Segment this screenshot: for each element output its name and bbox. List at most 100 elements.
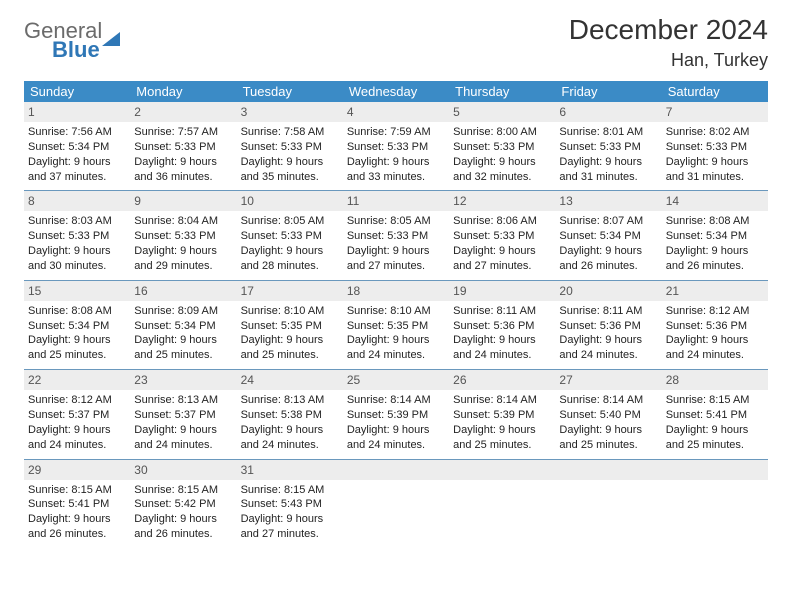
sunset-text: Sunset: 5:43 PM	[241, 497, 339, 512]
daylight-text: Daylight: 9 hours	[559, 333, 657, 348]
daylight-text: Daylight: 9 hours	[241, 244, 339, 259]
sunrise-text: Sunrise: 8:15 AM	[28, 483, 126, 498]
sunset-text: Sunset: 5:33 PM	[453, 229, 551, 244]
day-number: 31	[237, 460, 343, 480]
day-number: 5	[449, 102, 555, 122]
sunset-text: Sunset: 5:39 PM	[453, 408, 551, 423]
dow-monday: Monday	[130, 81, 236, 102]
daylight-text: and 24 minutes.	[28, 438, 126, 453]
day-cell	[662, 460, 768, 548]
day-cell: 11Sunrise: 8:05 AMSunset: 5:33 PMDayligh…	[343, 191, 449, 279]
sunset-text: Sunset: 5:33 PM	[559, 140, 657, 155]
daylight-text: and 27 minutes.	[241, 527, 339, 542]
daylight-text: and 24 minutes.	[347, 348, 445, 363]
week-row: 1Sunrise: 7:56 AMSunset: 5:34 PMDaylight…	[24, 102, 768, 191]
dow-saturday: Saturday	[662, 81, 768, 102]
day-cell: 8Sunrise: 8:03 AMSunset: 5:33 PMDaylight…	[24, 191, 130, 279]
sunset-text: Sunset: 5:39 PM	[347, 408, 445, 423]
day-cell	[449, 460, 555, 548]
day-cell: 9Sunrise: 8:04 AMSunset: 5:33 PMDaylight…	[130, 191, 236, 279]
sunset-text: Sunset: 5:36 PM	[559, 319, 657, 334]
sunset-text: Sunset: 5:33 PM	[28, 229, 126, 244]
day-cell: 30Sunrise: 8:15 AMSunset: 5:42 PMDayligh…	[130, 460, 236, 548]
location: Han, Turkey	[569, 50, 768, 71]
day-number: 15	[24, 281, 130, 301]
day-cell: 27Sunrise: 8:14 AMSunset: 5:40 PMDayligh…	[555, 370, 661, 458]
day-cell	[555, 460, 661, 548]
daylight-text: Daylight: 9 hours	[134, 244, 232, 259]
sunrise-text: Sunrise: 8:10 AM	[241, 304, 339, 319]
day-number: 18	[343, 281, 449, 301]
day-cell: 28Sunrise: 8:15 AMSunset: 5:41 PMDayligh…	[662, 370, 768, 458]
daylight-text: Daylight: 9 hours	[28, 512, 126, 527]
daylight-text: Daylight: 9 hours	[28, 244, 126, 259]
day-cell: 22Sunrise: 8:12 AMSunset: 5:37 PMDayligh…	[24, 370, 130, 458]
calendar-grid: Sunday Monday Tuesday Wednesday Thursday…	[24, 81, 768, 548]
daylight-text: and 25 minutes.	[28, 348, 126, 363]
daylight-text: and 24 minutes.	[453, 348, 551, 363]
sunset-text: Sunset: 5:34 PM	[666, 229, 764, 244]
daylight-text: Daylight: 9 hours	[134, 333, 232, 348]
week-row: 15Sunrise: 8:08 AMSunset: 5:34 PMDayligh…	[24, 281, 768, 370]
daylight-text: Daylight: 9 hours	[559, 155, 657, 170]
logo: General Blue	[24, 20, 120, 61]
daylight-text: Daylight: 9 hours	[666, 423, 764, 438]
day-number: 23	[130, 370, 236, 390]
daylight-text: and 33 minutes.	[347, 170, 445, 185]
day-cell: 24Sunrise: 8:13 AMSunset: 5:38 PMDayligh…	[237, 370, 343, 458]
daylight-text: Daylight: 9 hours	[559, 244, 657, 259]
sunrise-text: Sunrise: 8:15 AM	[241, 483, 339, 498]
day-number: 29	[24, 460, 130, 480]
daylight-text: and 25 minutes.	[134, 348, 232, 363]
sunset-text: Sunset: 5:34 PM	[559, 229, 657, 244]
day-number	[449, 460, 555, 480]
sunset-text: Sunset: 5:41 PM	[28, 497, 126, 512]
daylight-text: and 26 minutes.	[666, 259, 764, 274]
calendar-page: General Blue December 2024 Han, Turkey S…	[0, 0, 792, 562]
sunset-text: Sunset: 5:41 PM	[666, 408, 764, 423]
daylight-text: Daylight: 9 hours	[241, 333, 339, 348]
day-cell	[343, 460, 449, 548]
day-number: 10	[237, 191, 343, 211]
day-cell: 12Sunrise: 8:06 AMSunset: 5:33 PMDayligh…	[449, 191, 555, 279]
day-cell: 15Sunrise: 8:08 AMSunset: 5:34 PMDayligh…	[24, 281, 130, 369]
daylight-text: Daylight: 9 hours	[347, 333, 445, 348]
daylight-text: and 29 minutes.	[134, 259, 232, 274]
sunrise-text: Sunrise: 8:05 AM	[241, 214, 339, 229]
sunrise-text: Sunrise: 8:04 AM	[134, 214, 232, 229]
sunset-text: Sunset: 5:35 PM	[241, 319, 339, 334]
day-number: 19	[449, 281, 555, 301]
day-number	[662, 460, 768, 480]
day-cell: 6Sunrise: 8:01 AMSunset: 5:33 PMDaylight…	[555, 102, 661, 190]
daylight-text: Daylight: 9 hours	[28, 155, 126, 170]
sunrise-text: Sunrise: 8:13 AM	[241, 393, 339, 408]
sunset-text: Sunset: 5:34 PM	[134, 319, 232, 334]
daylight-text: Daylight: 9 hours	[666, 155, 764, 170]
day-cell: 18Sunrise: 8:10 AMSunset: 5:35 PMDayligh…	[343, 281, 449, 369]
sunrise-text: Sunrise: 8:15 AM	[134, 483, 232, 498]
day-number: 8	[24, 191, 130, 211]
daylight-text: Daylight: 9 hours	[28, 423, 126, 438]
daylight-text: Daylight: 9 hours	[666, 244, 764, 259]
day-cell: 29 Sunrise: 8:15 AMSunset: 5:41 PMDayligh…	[24, 460, 130, 548]
daylight-text: and 25 minutes.	[453, 438, 551, 453]
daylight-text: Daylight: 9 hours	[28, 333, 126, 348]
day-cell: 3Sunrise: 7:58 AMSunset: 5:33 PMDaylight…	[237, 102, 343, 190]
day-number: 11	[343, 191, 449, 211]
daylight-text: and 28 minutes.	[241, 259, 339, 274]
daylight-text: Daylight: 9 hours	[453, 423, 551, 438]
dow-header-row: Sunday Monday Tuesday Wednesday Thursday…	[24, 81, 768, 102]
day-cell: 5Sunrise: 8:00 AMSunset: 5:33 PMDaylight…	[449, 102, 555, 190]
day-number: 26	[449, 370, 555, 390]
daylight-text: Daylight: 9 hours	[134, 155, 232, 170]
daylight-text: and 27 minutes.	[453, 259, 551, 274]
daylight-text: and 25 minutes.	[666, 438, 764, 453]
sunrise-text: Sunrise: 8:08 AM	[28, 304, 126, 319]
daylight-text: and 24 minutes.	[134, 438, 232, 453]
daylight-text: Daylight: 9 hours	[347, 244, 445, 259]
sunset-text: Sunset: 5:33 PM	[666, 140, 764, 155]
day-cell: 7Sunrise: 8:02 AMSunset: 5:33 PMDaylight…	[662, 102, 768, 190]
day-number: 30	[130, 460, 236, 480]
daylight-text: and 27 minutes.	[347, 259, 445, 274]
day-number: 28	[662, 370, 768, 390]
